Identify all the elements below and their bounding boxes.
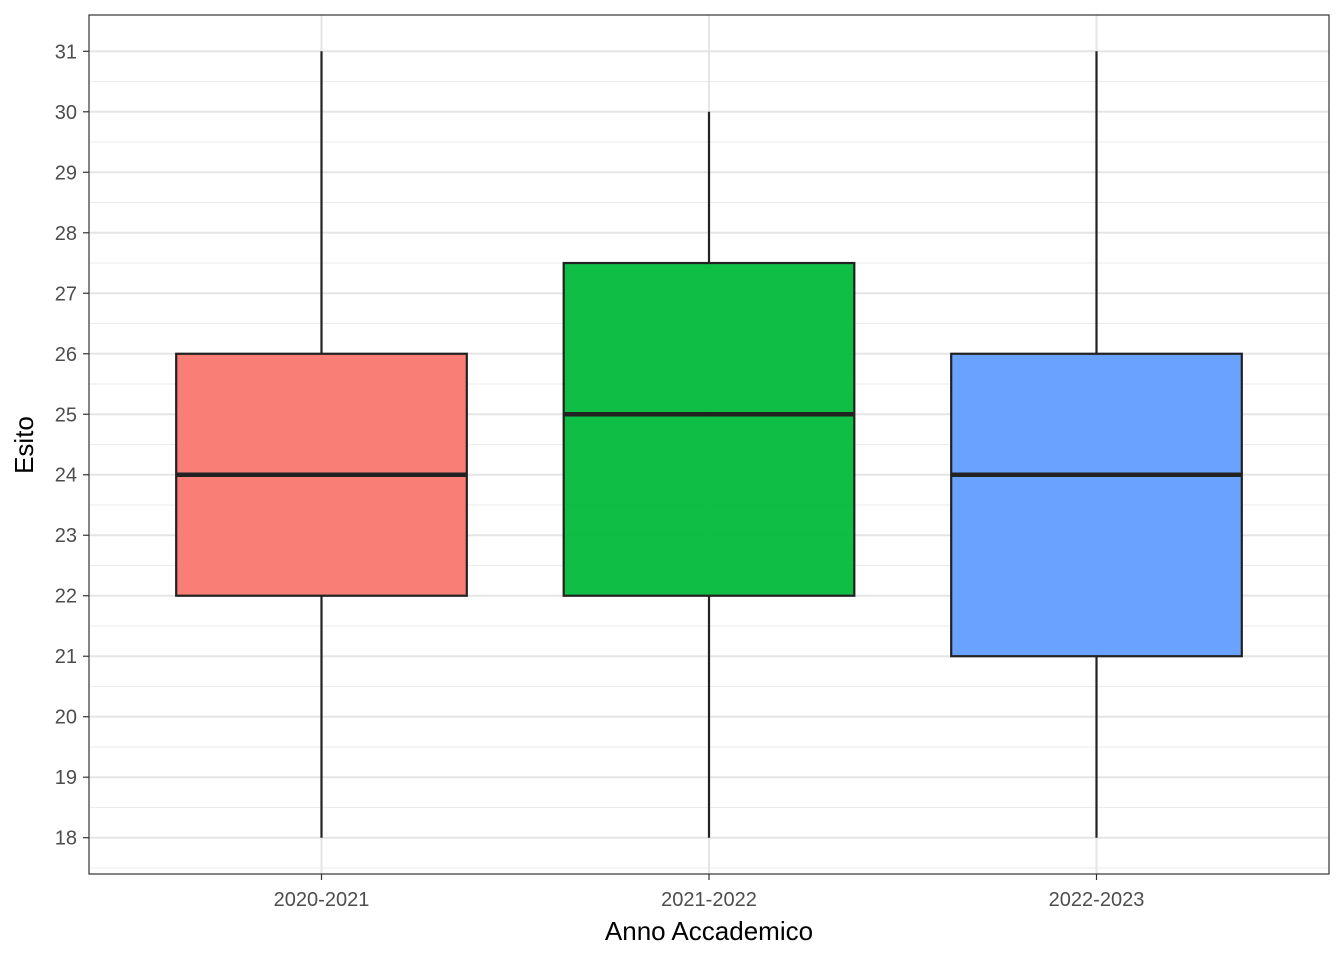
box-2020-2021	[175, 51, 468, 838]
iqr-box	[950, 352, 1243, 658]
x-tick-label: 2020-2021	[274, 889, 370, 911]
y-tick-label: 18	[55, 828, 77, 850]
y-tick-label: 28	[55, 223, 77, 245]
iqr-box	[562, 261, 856, 597]
x-tick-label: 2022-2023	[1049, 889, 1145, 911]
x-axis-title: Anno Accademico	[605, 916, 813, 946]
y-axis: 18 19 20 21 22 23 24 25 26 27 28 29 30 31	[55, 41, 89, 850]
y-tick-label: 21	[55, 646, 77, 668]
y-tick-label: 29	[55, 162, 77, 184]
y-axis-title: Esito	[9, 416, 39, 474]
box-2022-2023	[950, 51, 1243, 838]
y-tick-label: 25	[55, 404, 77, 426]
box-2021-2022	[562, 111, 856, 838]
y-tick-label: 27	[55, 283, 77, 305]
x-tick-label: 2021-2022	[661, 889, 757, 911]
x-axis: 2020-2021 2021-2022 2022-2023	[274, 874, 1145, 911]
y-tick-label: 20	[55, 707, 77, 729]
y-tick-label: 30	[55, 102, 77, 124]
panel-border	[88, 14, 1330, 875]
y-tick-label: 19	[55, 767, 77, 789]
y-tick-label: 26	[55, 344, 77, 366]
plot-area	[175, 51, 1243, 838]
y-tick-label: 23	[55, 525, 77, 547]
y-tick-label: 31	[55, 41, 77, 63]
y-tick-label: 24	[55, 465, 77, 487]
y-tick-label: 22	[55, 586, 77, 608]
